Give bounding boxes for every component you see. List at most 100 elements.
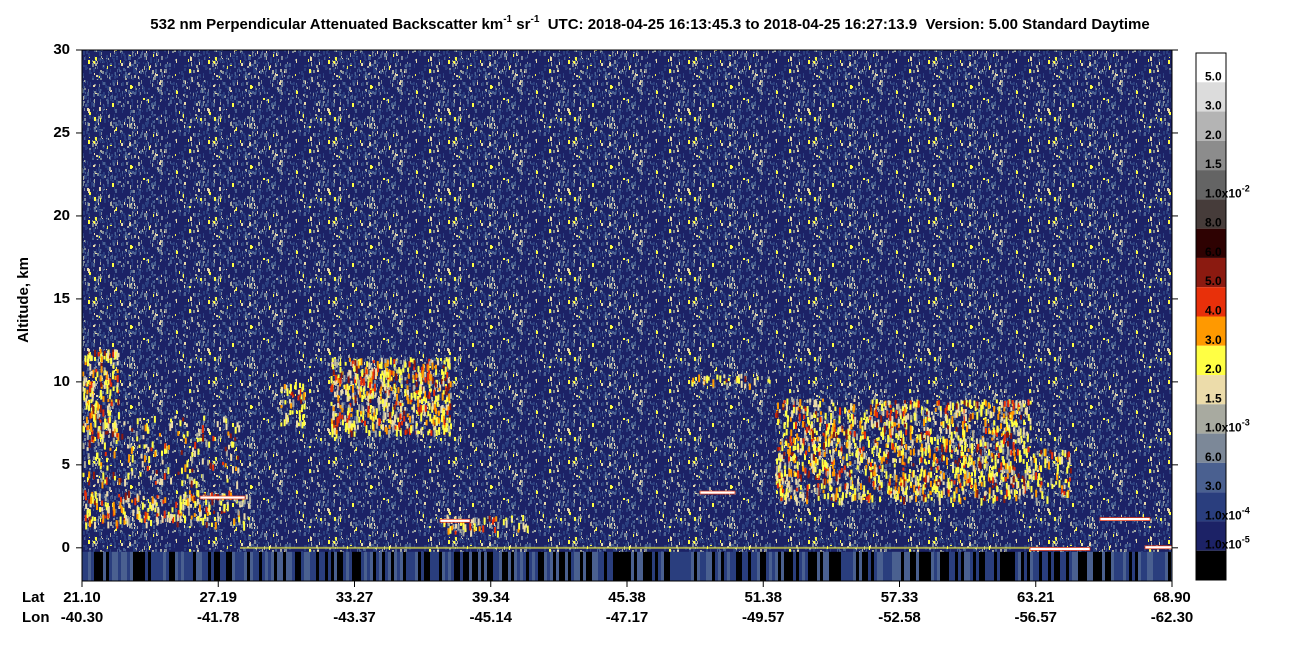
cloud-texture xyxy=(882,456,885,462)
cloud-texture xyxy=(880,415,883,423)
cloud-texture xyxy=(1013,431,1016,435)
cloud-texture xyxy=(988,487,991,494)
cloud-texture xyxy=(1003,433,1006,441)
cloud-texture xyxy=(367,405,370,413)
cloud-texture xyxy=(127,472,130,480)
cloud-texture xyxy=(945,448,948,453)
cloud-texture xyxy=(965,400,968,407)
cloud-texture xyxy=(778,472,781,479)
cloud-texture xyxy=(786,483,789,488)
surface-texture xyxy=(763,551,766,581)
cloud-texture xyxy=(101,480,104,489)
cloud-texture xyxy=(190,480,193,488)
cloud-texture xyxy=(443,419,446,426)
cloud-texture xyxy=(913,484,916,493)
cloud-texture xyxy=(86,401,89,406)
cloud-texture xyxy=(853,398,856,402)
cloud-texture xyxy=(883,451,886,460)
cloud-texture xyxy=(780,472,783,477)
cloud-texture xyxy=(788,486,791,491)
cloud-texture xyxy=(848,445,851,454)
cloud-texture xyxy=(903,496,906,505)
cloud-texture xyxy=(1018,425,1021,432)
cloud-texture xyxy=(806,491,809,500)
cloud-texture xyxy=(330,401,333,406)
cloud-texture xyxy=(82,425,85,433)
cloud-texture xyxy=(363,394,366,398)
cloud-texture xyxy=(832,458,835,466)
cloud-texture xyxy=(897,445,900,452)
cloud-texture xyxy=(945,442,948,450)
colorbar-swatch xyxy=(1196,82,1226,112)
cloud-texture xyxy=(115,399,118,403)
cloud-texture xyxy=(853,404,856,411)
cloud-texture xyxy=(1004,463,1007,470)
cloud-texture xyxy=(406,379,409,384)
cloud-texture xyxy=(395,411,398,419)
cloud-texture xyxy=(117,398,120,406)
cloud-texture xyxy=(443,519,446,528)
cloud-texture xyxy=(950,431,953,440)
cloud-texture xyxy=(909,404,912,410)
cloud-texture xyxy=(909,425,912,432)
cloud-texture xyxy=(361,394,364,402)
cloud-texture xyxy=(369,408,372,413)
surface-texture xyxy=(769,551,772,581)
cloud-texture xyxy=(129,425,132,431)
surface-texture xyxy=(244,551,247,581)
cloud-texture xyxy=(790,441,793,446)
cloud-texture xyxy=(915,402,918,408)
cloud-texture xyxy=(859,483,862,490)
cloud-texture xyxy=(841,457,844,464)
cloud-texture xyxy=(443,424,446,428)
cloud-texture xyxy=(395,429,398,437)
surface-texture xyxy=(289,551,292,581)
surface-texture xyxy=(364,551,367,581)
cloud-texture xyxy=(155,469,158,474)
colorbar-label: 5.0 xyxy=(1205,69,1222,83)
cloud-texture xyxy=(914,421,917,426)
cloud-texture xyxy=(800,493,803,498)
cloud-texture xyxy=(877,452,880,459)
cloud-texture xyxy=(902,472,905,477)
cloud-texture xyxy=(130,447,133,454)
cloud-texture xyxy=(943,438,946,447)
cloud-texture xyxy=(900,482,903,486)
cloud-texture xyxy=(106,383,109,389)
cloud-texture xyxy=(428,370,431,374)
surface-texture xyxy=(241,551,244,581)
surface-texture xyxy=(211,551,214,581)
surface-texture xyxy=(856,551,859,581)
cloud-texture xyxy=(892,407,895,413)
cloud-texture xyxy=(983,447,986,453)
cloud-texture xyxy=(333,358,336,366)
cloud-texture xyxy=(176,521,179,528)
cloud-texture xyxy=(912,448,915,456)
surface-texture xyxy=(1039,551,1042,581)
cloud-texture xyxy=(368,430,371,436)
cloud-texture xyxy=(969,413,972,421)
cloud-texture xyxy=(1039,453,1042,457)
cloud-texture xyxy=(929,436,932,443)
cloud-texture xyxy=(891,421,894,426)
cloud-texture xyxy=(158,432,161,437)
cloud-texture xyxy=(116,433,119,438)
cloud-texture xyxy=(874,409,877,417)
cloud-texture xyxy=(190,522,193,527)
cloud-texture xyxy=(353,420,356,428)
cloud-texture xyxy=(220,510,223,514)
cloud-texture xyxy=(816,447,819,451)
cloud-texture xyxy=(923,470,926,478)
cloud-texture xyxy=(783,400,786,404)
surface-texture xyxy=(151,551,154,581)
cloud-texture xyxy=(819,422,822,427)
cloud-texture xyxy=(285,416,288,425)
cloud-texture xyxy=(880,457,883,464)
cloud-texture xyxy=(400,384,403,389)
cloud-texture xyxy=(346,388,349,397)
cloud-texture xyxy=(419,372,422,379)
cloud-texture xyxy=(857,493,860,499)
surface-texture xyxy=(493,551,496,581)
cloud-texture xyxy=(958,494,961,502)
surface-texture xyxy=(103,551,106,581)
